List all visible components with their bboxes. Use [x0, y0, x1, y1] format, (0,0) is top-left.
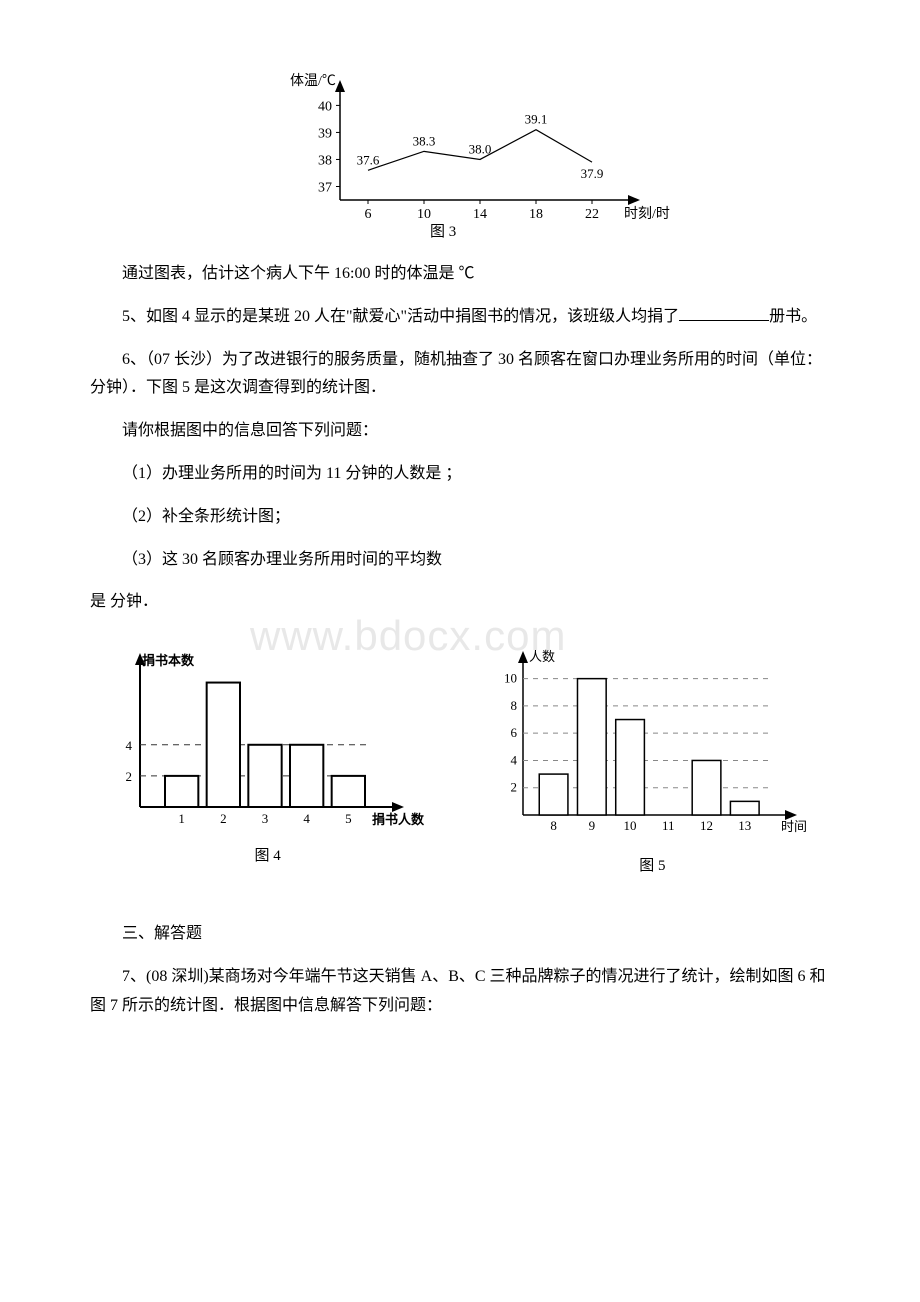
- svg-text:图 3: 图 3: [430, 223, 456, 240]
- svg-text:4: 4: [126, 738, 133, 753]
- svg-text:37.9: 37.9: [581, 166, 604, 181]
- svg-text:6: 6: [365, 207, 372, 222]
- para-q5: 5、如图 4 显示的是某班 20 人在"献爱心"活动中捐图书的情况，该班级人均捐…: [90, 303, 830, 332]
- charts-row: 2412345捐书本数捐书人数 图 4 2468108910111213人数时间…: [90, 637, 830, 880]
- svg-text:18: 18: [529, 207, 543, 222]
- svg-text:9: 9: [588, 818, 595, 833]
- svg-text:12: 12: [700, 818, 713, 833]
- q5-blank[interactable]: [679, 305, 769, 321]
- svg-text:37.6: 37.6: [357, 152, 380, 167]
- fig5-chart: 2 4 6 8 10 8 9 10 11 12 13 人数时间: [475, 637, 825, 847]
- fig3-chart: 37 38 39 40 6 10 14 18 22 37.6 38.3 38.0 39.1 37.9 体温/…: [250, 60, 670, 240]
- svg-text:10: 10: [504, 671, 517, 686]
- svg-text:捐书人数: 捐书人数: [372, 812, 425, 827]
- svg-text:3: 3: [262, 811, 269, 826]
- svg-text:38.3: 38.3: [413, 133, 436, 148]
- svg-text:6: 6: [510, 725, 517, 740]
- q5-text-a: 5、如图 4 显示的是某班 20 人在"献爱心"活动中捐图书的情况，该班级人均捐…: [122, 308, 679, 325]
- svg-text:1: 1: [178, 811, 185, 826]
- section-3-heading: 三、解答题: [90, 920, 830, 949]
- svg-text:5: 5: [345, 811, 352, 826]
- para-q6-2: （2）补全条形统计图；: [90, 503, 830, 532]
- fig4-block: 2 4 1 2 3 4 5 捐书本数捐书人数 图 4: [90, 637, 445, 880]
- svg-text:38: 38: [318, 153, 332, 168]
- svg-text:37: 37: [318, 180, 332, 195]
- svg-text:2: 2: [510, 780, 517, 795]
- fig4-caption: 图 4: [90, 843, 445, 870]
- svg-text:38.0: 38.0: [469, 141, 492, 156]
- svg-text:时间: 时间: [781, 819, 807, 834]
- svg-text:8: 8: [550, 818, 557, 833]
- svg-text:10: 10: [417, 207, 431, 222]
- para-q6: 6、（07 长沙）为了改进银行的服务质量，随机抽查了 30 名顾客在窗口办理业务…: [90, 346, 830, 404]
- svg-text:2: 2: [126, 769, 133, 784]
- svg-text:4: 4: [303, 811, 310, 826]
- para-q6-intro: 请你根据图中的信息回答下列问题：: [90, 417, 830, 446]
- svg-text:8: 8: [510, 698, 517, 713]
- svg-text:4: 4: [510, 753, 517, 768]
- svg-text:11: 11: [662, 818, 675, 833]
- svg-text:体温/℃: 体温/℃: [290, 73, 336, 89]
- para-q6-3: （3）这 30 名顾客办理业务所用时间的平均数: [90, 546, 830, 575]
- fig5-block: 2 4 6 8 10 8 9 10 11 12 13 人数时间 图 5: [475, 637, 830, 880]
- svg-text:捐书本数: 捐书本数: [142, 653, 195, 668]
- svg-text:13: 13: [738, 818, 751, 833]
- svg-text:时刻/时: 时刻/时: [624, 206, 670, 222]
- para-temp-estimate: 通过图表，估计这个病人下午 16:00 时的体温是 ℃: [90, 260, 830, 289]
- para-q7: 7、(08 深圳)某商场对今年端午节这天销售 A、B、C 三种品牌粽子的情况进行…: [90, 963, 830, 1021]
- svg-text:人数: 人数: [529, 649, 555, 664]
- svg-text:2: 2: [220, 811, 227, 826]
- para-q6-1: （1）办理业务所用的时间为 11 分钟的人数是 ；: [90, 460, 830, 489]
- svg-text:14: 14: [473, 207, 487, 222]
- svg-text:39.1: 39.1: [525, 112, 548, 127]
- svg-text:10: 10: [623, 818, 636, 833]
- fig5-caption: 图 5: [475, 853, 830, 880]
- q5-text-b: 册书。: [769, 308, 817, 325]
- fig3-container: 37 38 39 40 6 10 14 18 22 37.6 38.3 38.0 39.1 37.9 体温/…: [90, 60, 830, 240]
- svg-text:22: 22: [585, 207, 599, 222]
- para-q6-3b: 是 分钟．: [90, 588, 830, 617]
- fig4-chart: 2 4 1 2 3 4 5 捐书本数捐书人数: [90, 637, 440, 837]
- svg-text:39: 39: [318, 126, 332, 141]
- svg-text:40: 40: [318, 99, 332, 114]
